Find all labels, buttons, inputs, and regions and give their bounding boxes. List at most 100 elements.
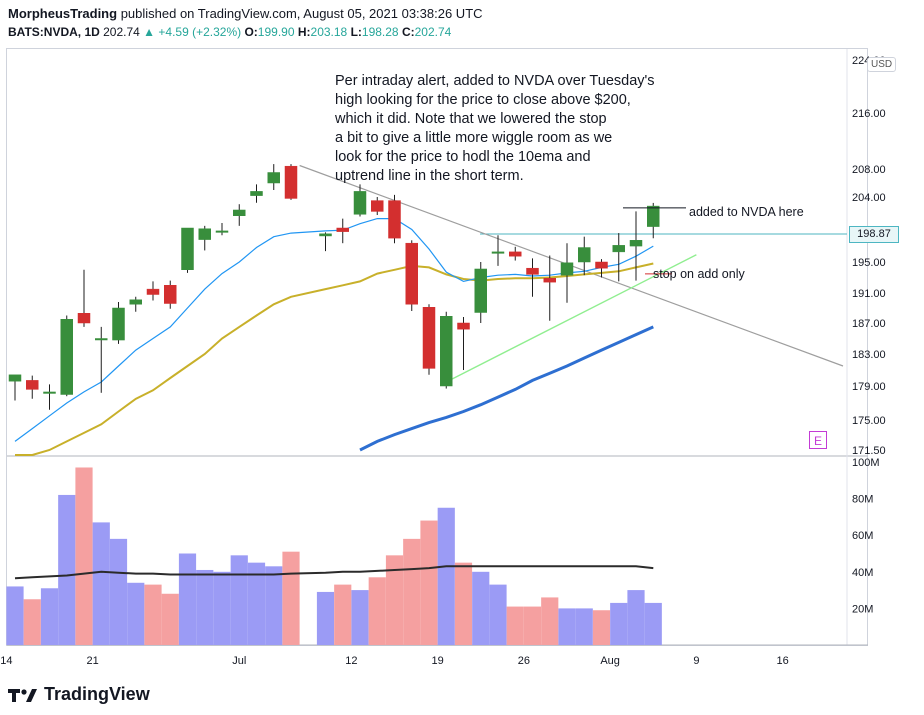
candle-body bbox=[336, 227, 349, 232]
volume-bar bbox=[644, 602, 662, 645]
candle-body bbox=[95, 338, 108, 341]
candle-body bbox=[181, 227, 194, 270]
volume-bar bbox=[420, 520, 438, 645]
annotation-note: Per intraday alert, added to NVDA over T… bbox=[335, 72, 665, 186]
ema10-line bbox=[14, 218, 654, 442]
brand-name: TradingView bbox=[44, 684, 150, 704]
price-axis-tick-label: 195.00 bbox=[852, 257, 886, 269]
candle-body bbox=[405, 242, 418, 305]
price-axis-tick-label: 208.00 bbox=[852, 164, 886, 176]
time-axis-tick-label: 9 bbox=[693, 655, 699, 667]
high-value: 203.18 bbox=[310, 25, 348, 39]
open-value: 199.90 bbox=[257, 25, 295, 39]
candle-body bbox=[612, 245, 625, 253]
volume-axis-tick-label: 80M bbox=[852, 494, 873, 506]
annotation-line: which it did. Note that we lowered the s… bbox=[335, 111, 607, 127]
volume-bar bbox=[92, 522, 110, 645]
candle-body bbox=[60, 319, 73, 395]
volume-bar bbox=[40, 588, 59, 645]
volume-axis-tick-label: 20M bbox=[852, 603, 873, 615]
volume-bar bbox=[316, 591, 335, 645]
time-axis-tick-label: Jul bbox=[232, 655, 246, 667]
added-label: added to NVDA here bbox=[689, 205, 804, 219]
symbol[interactable]: BATS:NVDA, 1D bbox=[8, 25, 100, 39]
volume-axis-tick-label: 40M bbox=[852, 567, 873, 579]
price-axis-tick-label: 204.00 bbox=[852, 192, 886, 204]
time-axis-tick-label: 26 bbox=[518, 655, 530, 667]
candle-body bbox=[353, 191, 367, 215]
annotation-line: uptrend line in the short term. bbox=[335, 168, 524, 184]
candle-body bbox=[509, 251, 522, 257]
price-axis-tick-label: 179.00 bbox=[852, 381, 886, 393]
volume-bar bbox=[213, 571, 231, 645]
time-axis-tick-label: Aug bbox=[600, 655, 620, 667]
volume-bar bbox=[334, 584, 352, 645]
volume-bar bbox=[437, 507, 455, 645]
candle-body bbox=[198, 228, 211, 240]
time-axis-tick-label: 14 bbox=[0, 655, 12, 667]
symbol-legend: BATS:NVDA, 1D 202.74 ▲ +4.59 (+2.32%) O:… bbox=[8, 25, 451, 39]
volume-bar bbox=[610, 602, 628, 645]
last-price: 202.74 bbox=[103, 25, 140, 39]
price-axis-tick-label: 171.50 bbox=[852, 445, 886, 457]
volume-bar bbox=[144, 584, 162, 645]
low-value: 198.28 bbox=[361, 25, 399, 39]
volume-bar bbox=[627, 590, 645, 645]
close-label: C: bbox=[401, 25, 415, 39]
close-value: 202.74 bbox=[414, 25, 452, 39]
candle-body bbox=[26, 380, 39, 390]
candle-body bbox=[8, 374, 22, 382]
candle-body bbox=[543, 278, 556, 283]
volume-bar bbox=[127, 582, 145, 645]
time-axis-tick-label: 19 bbox=[432, 655, 444, 667]
candle-body bbox=[371, 200, 384, 212]
candle-body bbox=[457, 322, 470, 330]
volume-bar bbox=[178, 553, 197, 645]
candle-body bbox=[560, 262, 574, 276]
candle-body bbox=[440, 316, 453, 387]
volume-bar bbox=[109, 538, 128, 645]
candle-body bbox=[112, 307, 125, 341]
volume-bar bbox=[351, 590, 369, 645]
ema20-line bbox=[15, 262, 654, 456]
price-change: ▲ +4.59 (+2.32%) bbox=[143, 25, 242, 39]
volume-axis-tick-label: 60M bbox=[852, 530, 873, 542]
annotation-line: Per intraday alert, added to NVDA over T… bbox=[335, 73, 655, 89]
candle-body bbox=[578, 247, 591, 263]
time-axis-tick-label: 21 bbox=[87, 655, 99, 667]
annotation-line: a bit to give a little more wiggle room … bbox=[335, 130, 613, 146]
candle-body bbox=[267, 172, 280, 184]
earnings-event-marker[interactable]: E bbox=[809, 431, 827, 449]
currency-badge[interactable]: USD bbox=[867, 57, 897, 72]
candle-body bbox=[595, 261, 608, 269]
volume-bar bbox=[454, 562, 473, 645]
author[interactable]: MorpheusTrading bbox=[8, 6, 118, 21]
published-text: published on TradingView.com, August 05,… bbox=[120, 6, 483, 21]
volume-bar bbox=[161, 593, 179, 645]
tradingview-logo[interactable]: TradingView bbox=[8, 684, 150, 705]
volume-bar bbox=[58, 494, 76, 645]
candle-body bbox=[422, 307, 436, 369]
price-axis-tick-label: 183.00 bbox=[852, 349, 886, 361]
candle-body bbox=[215, 230, 229, 233]
volume-bar bbox=[230, 555, 248, 645]
price-axis-tick-label: 191.00 bbox=[852, 288, 886, 300]
candle-body bbox=[629, 240, 643, 247]
volume-bar bbox=[75, 467, 93, 645]
volume-bar bbox=[23, 599, 41, 645]
candle-body bbox=[129, 299, 142, 305]
volume-bar bbox=[489, 584, 507, 645]
time-axis-tick-label: 16 bbox=[777, 655, 789, 667]
high-label: H: bbox=[297, 25, 311, 39]
volume-bar bbox=[196, 569, 214, 645]
candle-body bbox=[164, 285, 177, 304]
volume-bar bbox=[506, 606, 524, 645]
volume-axis-tick-label: 100M bbox=[852, 457, 880, 469]
volume-bar bbox=[368, 577, 386, 645]
level-price-badge: 198.87 bbox=[849, 226, 899, 243]
tv-logo-icon bbox=[8, 688, 37, 702]
volume-bar bbox=[6, 586, 24, 645]
candle-body bbox=[388, 200, 401, 239]
candle-body bbox=[43, 391, 56, 394]
